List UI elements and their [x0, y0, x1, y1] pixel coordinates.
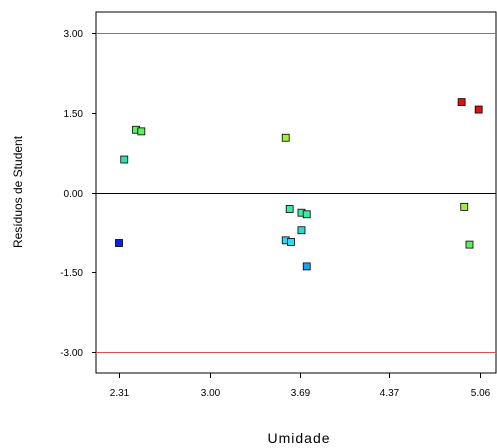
- x-tick-label: 3.00: [201, 388, 221, 399]
- plot-frame: [95, 11, 497, 374]
- reference-lines: [96, 33, 496, 353]
- data-point-15: [474, 105, 483, 114]
- x-tick-label: 4.37: [380, 388, 400, 399]
- x-tick-label: 3.69: [291, 388, 311, 399]
- data-point-10: [302, 210, 311, 219]
- data-point-3: [137, 127, 146, 136]
- x-axis-title: Umidade: [267, 430, 330, 446]
- data-point-0: [115, 239, 123, 247]
- y-axis-ticks: 3.00 1.50 0.00 -1.50 -3.00: [60, 29, 96, 359]
- y-tick-label: -1.50: [60, 268, 83, 279]
- data-point-1: [120, 155, 129, 164]
- data-point-6: [285, 205, 294, 213]
- y-tick-label: 1.50: [64, 109, 84, 120]
- x-axis-ticks: 2.31 3.00 3.69 4.37 5.06: [110, 373, 491, 399]
- y-tick-label: 0.00: [64, 189, 84, 200]
- x-tick-label: 2.31: [110, 388, 130, 399]
- x-tick-label: 5.06: [471, 388, 491, 399]
- y-axis-title: Resíduos de Student: [11, 135, 25, 248]
- data-point-14: [465, 240, 474, 249]
- data-point-7: [287, 238, 295, 246]
- data-points: [115, 98, 483, 271]
- data-point-11: [302, 262, 311, 271]
- data-point-4: [281, 133, 290, 142]
- data-point-13: [460, 202, 469, 211]
- y-tick-label: -3.00: [60, 348, 83, 359]
- data-point-12: [457, 98, 466, 107]
- y-tick-label: 3.00: [64, 29, 84, 40]
- data-point-9: [297, 226, 306, 235]
